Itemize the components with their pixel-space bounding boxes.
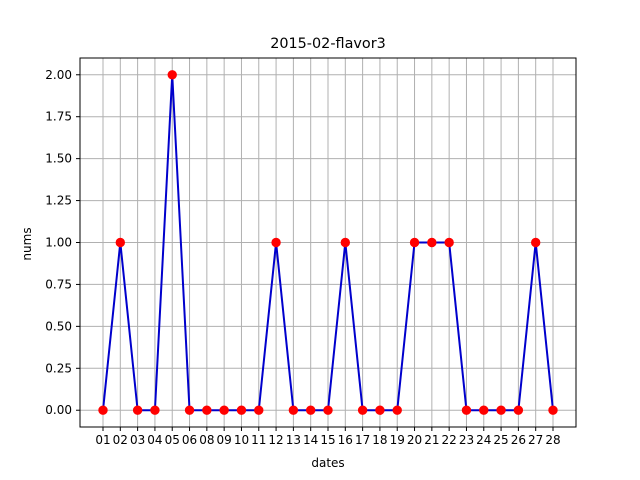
x-tick-label: 08 [199,433,214,447]
data-point [271,237,281,248]
x-tick-label: 23 [459,433,474,447]
data-point [340,237,351,248]
x-tick-label: 17 [355,433,370,447]
data-point [254,405,264,415]
x-tick-label: 10 [234,433,249,447]
x-tick-label: 22 [442,433,457,447]
data-point [288,405,299,415]
data-point [167,70,177,80]
data-point [98,405,108,415]
data-point [409,237,420,248]
x-tick-label: 02 [113,433,128,447]
x-tick-label: 28 [545,433,560,447]
data-point [202,405,212,415]
data-point [461,405,472,415]
x-tick-label: 11 [251,433,266,447]
data-point [323,405,333,415]
x-tick-label: 25 [493,433,508,447]
grid [80,58,576,427]
x-axis-ticks: 01 02 03 04 05 06 08 09 10 11 12 13 14 15 16 17 18 19 20 21… [95,427,561,447]
x-tick-label: 06 [182,433,197,447]
x-tick-label: 26 [511,433,526,447]
x-tick-label: 27 [528,433,543,447]
x-tick-label: 05 [165,433,180,447]
data-point [184,405,195,415]
data-point [132,405,143,415]
y-tick-label: 2.00 [45,68,72,82]
x-tick-label: 12 [268,433,283,447]
data-point [219,405,229,415]
x-tick-label: 24 [476,433,491,447]
data-point [427,237,437,248]
y-tick-label: 0.25 [45,361,72,375]
data-point [150,405,160,415]
x-tick-label: 19 [390,433,405,447]
x-tick-label: 13 [286,433,301,447]
data-point [513,405,524,415]
x-tick-label: 09 [217,433,232,447]
y-tick-label: 1.50 [45,152,72,166]
y-tick-label: 1.25 [45,194,72,208]
x-tick-label: 01 [95,433,110,447]
x-axis-label: dates [311,456,344,470]
x-tick-label: 03 [130,433,145,447]
x-tick-label: 14 [303,433,318,447]
x-tick-label: 16 [338,433,353,447]
y-tick-label: 0.75 [45,277,72,291]
x-tick-label: 21 [424,433,439,447]
y-axis-ticks: 0.00 0.25 0.50 0.75 1.00 1.25 1.50 1.75 2.00 [45,68,80,417]
x-tick-label: 04 [147,433,162,447]
y-tick-label: 0.00 [45,403,72,417]
series-markers [98,70,558,415]
y-tick-label: 1.00 [45,236,72,250]
y-tick-label: 0.50 [45,319,72,333]
data-point [115,237,126,248]
x-tick-label: 20 [407,433,422,447]
chart-title: 2015-02-flavor3 [270,36,386,52]
data-point [392,405,402,415]
data-point [357,405,368,415]
x-tick-label: 15 [320,433,335,447]
data-point [444,237,454,248]
data-point [305,405,316,415]
data-point [496,405,506,415]
data-point [375,405,385,415]
data-point [530,237,541,248]
data-point [548,405,558,415]
data-point [479,405,489,415]
data-point [236,405,247,415]
y-tick-label: 1.75 [45,110,72,124]
x-tick-label: 18 [372,433,387,447]
y-axis-label: nums [20,227,34,260]
